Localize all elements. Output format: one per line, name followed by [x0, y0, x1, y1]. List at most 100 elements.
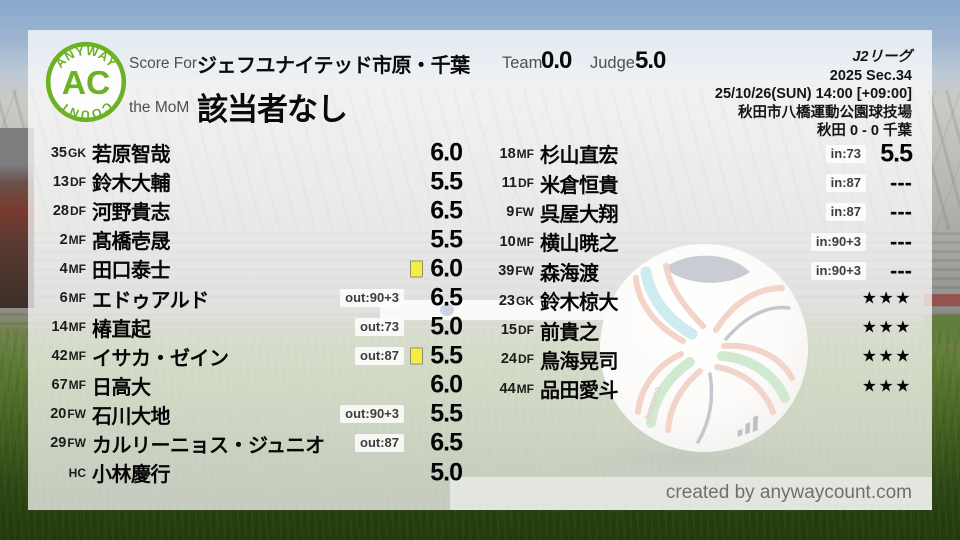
player-name: 日高大 [92, 376, 151, 399]
player-row: 13DF 鈴木大輔 5.5 [40, 167, 463, 196]
substitutes-list: 18MF 杉山直宏 in:73 5.5 11DF 米倉恒貴 in:87 --- 9FW 呉屋大翔 i… [492, 139, 913, 404]
player-rating: 5.5 [430, 341, 463, 370]
player-name: エドゥアルド [92, 289, 209, 312]
player-number: 39 [498, 263, 515, 280]
overlay-panel [28, 30, 932, 510]
player-number: 13 [52, 173, 69, 190]
player-name: 椿直起 [92, 318, 151, 341]
player-name: 品田愛斗 [540, 380, 619, 403]
logo-arc-bottom: COUNT [57, 99, 114, 122]
player-row: 10MF 横山暁之 in:90+3 --- [492, 227, 912, 256]
player-name: イサカ・ゼイン [92, 347, 229, 370]
player-position: MF [68, 378, 86, 393]
player-row: 23GK 鈴木椋大 ★★★ [492, 286, 912, 315]
player-rating: 5.5 [430, 225, 463, 254]
credit-text: created by anywaycount.com [665, 482, 912, 503]
player-name: 小林慶行 [92, 464, 171, 487]
player-rating: 5.5 [430, 167, 463, 196]
svg-text:COUNT: COUNT [57, 99, 115, 122]
player-position: GK [68, 145, 86, 160]
player-number: 24 [500, 351, 517, 368]
judge-score-label: Judge [590, 54, 635, 72]
player-name: 森海渡 [540, 262, 599, 285]
player-number-position: 14MF [40, 318, 86, 336]
player-number: 15 [500, 322, 517, 339]
player-position: DF [518, 323, 534, 338]
player-name: 横山暁之 [540, 233, 619, 256]
venue: 秋田市八橋運動公園球技場 [738, 104, 912, 121]
player-rating: 6.0 [430, 254, 463, 283]
player-number-position: 20FW [40, 405, 86, 423]
player-position: MF [68, 291, 86, 306]
player-number-position: 24DF [492, 350, 534, 368]
league-name: J2リーグ [852, 49, 912, 65]
player-position: MF [516, 381, 534, 396]
player-number: 23 [498, 292, 515, 309]
credit-strip [450, 477, 932, 510]
player-number: 9 [506, 204, 515, 221]
player-number-position: 28DF [40, 202, 86, 220]
player-number-position: 13DF [40, 173, 86, 191]
player-rating: 6.5 [430, 283, 463, 312]
player-row: 6MF エドゥアルド out:90+3 6.5 [40, 283, 463, 312]
yellow-card-icon [410, 260, 423, 278]
player-rating: 6.0 [430, 370, 463, 399]
player-position: DF [518, 176, 534, 191]
player-number-position: 67MF [40, 376, 86, 394]
player-rating: ★★★ [861, 288, 912, 308]
player-rating: --- [890, 258, 912, 284]
player-name: 石川大地 [92, 405, 171, 428]
match-info-block: J2リーグ 2025 Sec.34 25/10/26(SUN) 14:00 [+… [715, 48, 912, 141]
player-rating: 6.5 [430, 196, 463, 225]
player-row: 39FW 森海渡 in:90+3 --- [492, 257, 912, 286]
player-rating: 5.0 [430, 312, 463, 341]
mom-value: 該当者なし [197, 92, 348, 127]
player-number: 44 [499, 380, 516, 397]
player-row: HC 小林慶行 5.0 [40, 458, 463, 487]
player-name: 呉屋大翔 [540, 203, 619, 226]
player-name: 前貴之 [540, 321, 599, 344]
player-row: 18MF 杉山直宏 in:73 5.5 [492, 139, 913, 168]
player-number-position: 39FW [492, 262, 534, 280]
player-number: 20 [50, 406, 67, 423]
player-position: MF [68, 232, 86, 247]
player-position: DF [70, 174, 86, 189]
player-position: MF [516, 234, 534, 249]
player-name: 鈴木椋大 [540, 292, 619, 315]
player-row: 14MF 椿直起 out:73 5.0 [40, 312, 463, 342]
player-name: 杉山直宏 [540, 145, 619, 168]
player-row: 20FW 石川大地 out:90+3 5.5 [40, 399, 463, 429]
player-row: 11DF 米倉恒貴 in:87 --- [492, 168, 912, 197]
player-rating: 5.5 [430, 399, 463, 428]
player-rating: 5.0 [430, 458, 463, 487]
team-name: ジェフユナイテッド市原・千葉 [197, 55, 470, 77]
logo-center: AC [62, 65, 111, 102]
stands-red-stripe [924, 294, 960, 306]
player-rating: ★★★ [861, 376, 912, 396]
player-rating: --- [890, 228, 912, 254]
player-number-position: 23GK [492, 292, 534, 310]
player-position: DF [70, 203, 86, 218]
substitution-badge: out:87 [355, 347, 404, 366]
player-rating: 6.0 [430, 138, 463, 167]
player-name: 鳥海晃司 [540, 350, 619, 373]
player-position: DF [518, 352, 534, 367]
player-number-position: 29FW [40, 434, 86, 452]
player-name: 鈴木大輔 [92, 173, 171, 196]
player-number: 2 [59, 231, 68, 248]
substitution-badge: out:73 [355, 318, 404, 337]
player-number: 10 [499, 233, 516, 250]
mom-label: the MoM [129, 99, 190, 116]
player-number-position: 10MF [492, 233, 534, 251]
player-number: 29 [50, 435, 67, 452]
player-number: 4 [59, 260, 68, 277]
player-rating: --- [890, 170, 912, 196]
player-row: 4MF 田口泰士 6.0 [40, 254, 463, 283]
team-score-label: Team [502, 54, 543, 72]
player-number: 42 [51, 348, 68, 365]
substitution-badge: out:90+3 [340, 405, 404, 424]
substitution-badge: in:73 [825, 144, 866, 163]
player-rating: 5.5 [880, 139, 913, 168]
substitution-badge: out:90+3 [340, 289, 404, 308]
